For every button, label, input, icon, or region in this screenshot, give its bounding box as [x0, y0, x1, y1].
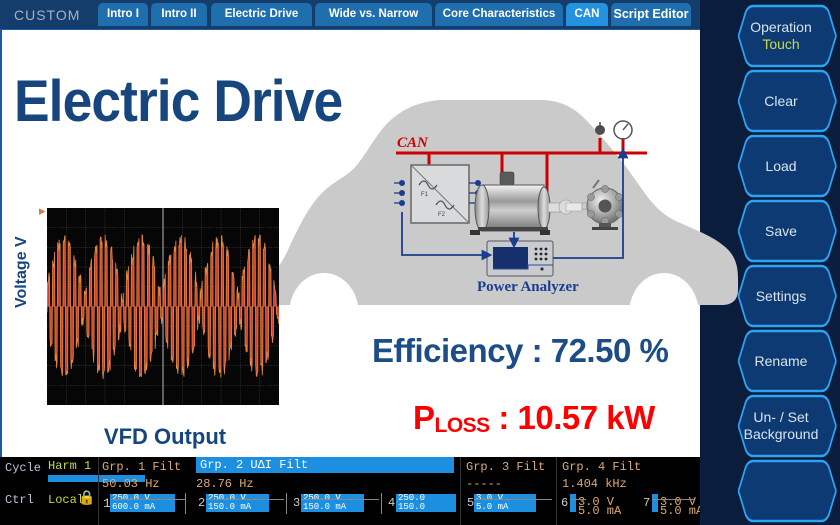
svg-text:F2: F2: [438, 212, 446, 218]
svg-text:CAN: CAN: [397, 135, 429, 151]
svg-text:Power Analyzer: Power Analyzer: [477, 279, 579, 295]
svg-text:F1: F1: [421, 192, 429, 198]
